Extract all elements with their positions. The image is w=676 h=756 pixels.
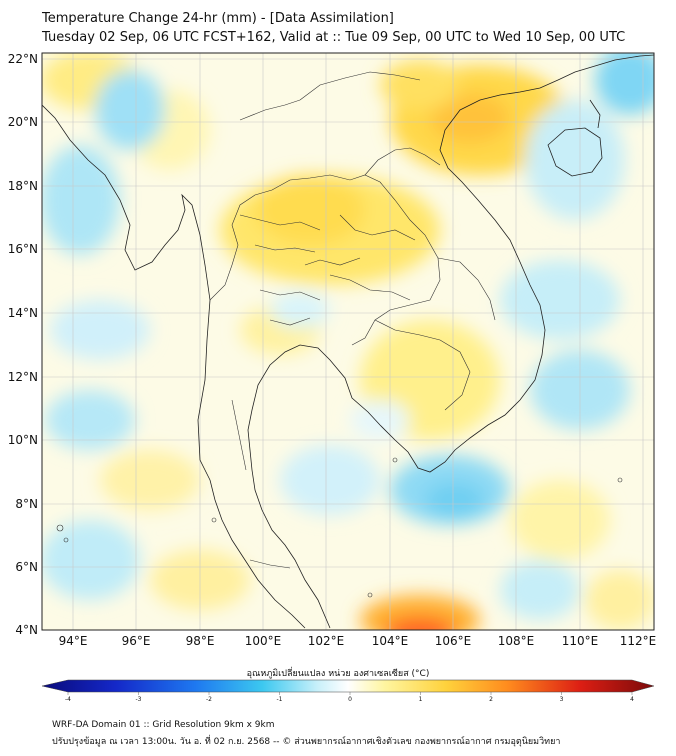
lon-label: 110°E: [562, 634, 599, 648]
colorbar-tick-label: -1: [277, 696, 283, 703]
lon-label: 104°E: [372, 634, 409, 648]
lon-label: 106°E: [435, 634, 472, 648]
lon-label: 98°E: [186, 634, 215, 648]
map-frame: [41, 52, 655, 631]
lat-label: 14°N: [8, 306, 38, 320]
colorbar-tick-label: 2: [489, 696, 493, 703]
colorbar-tick-label: 4: [630, 696, 634, 703]
colorbar-tick-label: -4: [65, 696, 71, 703]
lat-label: 8°N: [15, 497, 38, 511]
lat-label: 22°N: [8, 52, 38, 66]
islands: [56, 457, 623, 598]
lon-label: 108°E: [498, 634, 535, 648]
map-subtitle: Tuesday 02 Sep, 06 UTC FCST+162, Valid a…: [42, 30, 626, 45]
colorbar-tick-label: -3: [136, 696, 142, 703]
footer-domain-info: WRF-DA Domain 01 :: Grid Resolution 9km …: [52, 720, 275, 730]
lon-label: 102°E: [308, 634, 345, 648]
coastlines: [42, 54, 654, 629]
latitude-labels: 22°N 20°N 18°N 16°N 14°N 12°N 10°N 8°N 6…: [8, 52, 38, 637]
lat-label: 6°N: [15, 560, 38, 574]
map-title: Temperature Change 24-hr (mm) - [Data As…: [42, 11, 394, 26]
country-borders: [209, 71, 496, 569]
lat-label: 4°N: [15, 623, 38, 637]
colorbar-bar: [41, 679, 655, 693]
lon-label: 94°E: [59, 634, 88, 648]
lat-label: 18°N: [8, 179, 38, 193]
gridlines: [42, 53, 654, 630]
lon-label: 100°E: [245, 634, 282, 648]
colorbar: -4 -3 -2 -1 0 1 2 3 4: [41, 679, 655, 703]
colorbar-ticks: [67, 692, 633, 695]
footer-update-info: ปรับปรุงข้อมูล ณ เวลา 13:00น. วัน อ. ที่…: [52, 737, 561, 747]
colorbar-tick-label: 1: [419, 696, 423, 703]
temperature-field: [42, 53, 654, 630]
colorbar-tick-label: 3: [560, 696, 564, 703]
lat-label: 10°N: [8, 433, 38, 447]
lon-label: 96°E: [122, 634, 151, 648]
lat-label: 12°N: [8, 370, 38, 384]
lat-label: 20°N: [8, 115, 38, 129]
lon-label: 112°E: [620, 634, 657, 648]
colorbar-tick-label: -2: [206, 696, 212, 703]
colorbar-title: อุณหภูมิเปลี่ยนแปลง หน่วย องศาเซลเซียส (…: [246, 669, 430, 679]
field-blobs: [42, 53, 654, 630]
longitude-labels: 94°E 96°E 98°E 100°E 102°E 104°E 106°E 1…: [59, 634, 657, 648]
lat-label: 16°N: [8, 242, 38, 256]
colorbar-tick-label: 0: [348, 696, 352, 703]
